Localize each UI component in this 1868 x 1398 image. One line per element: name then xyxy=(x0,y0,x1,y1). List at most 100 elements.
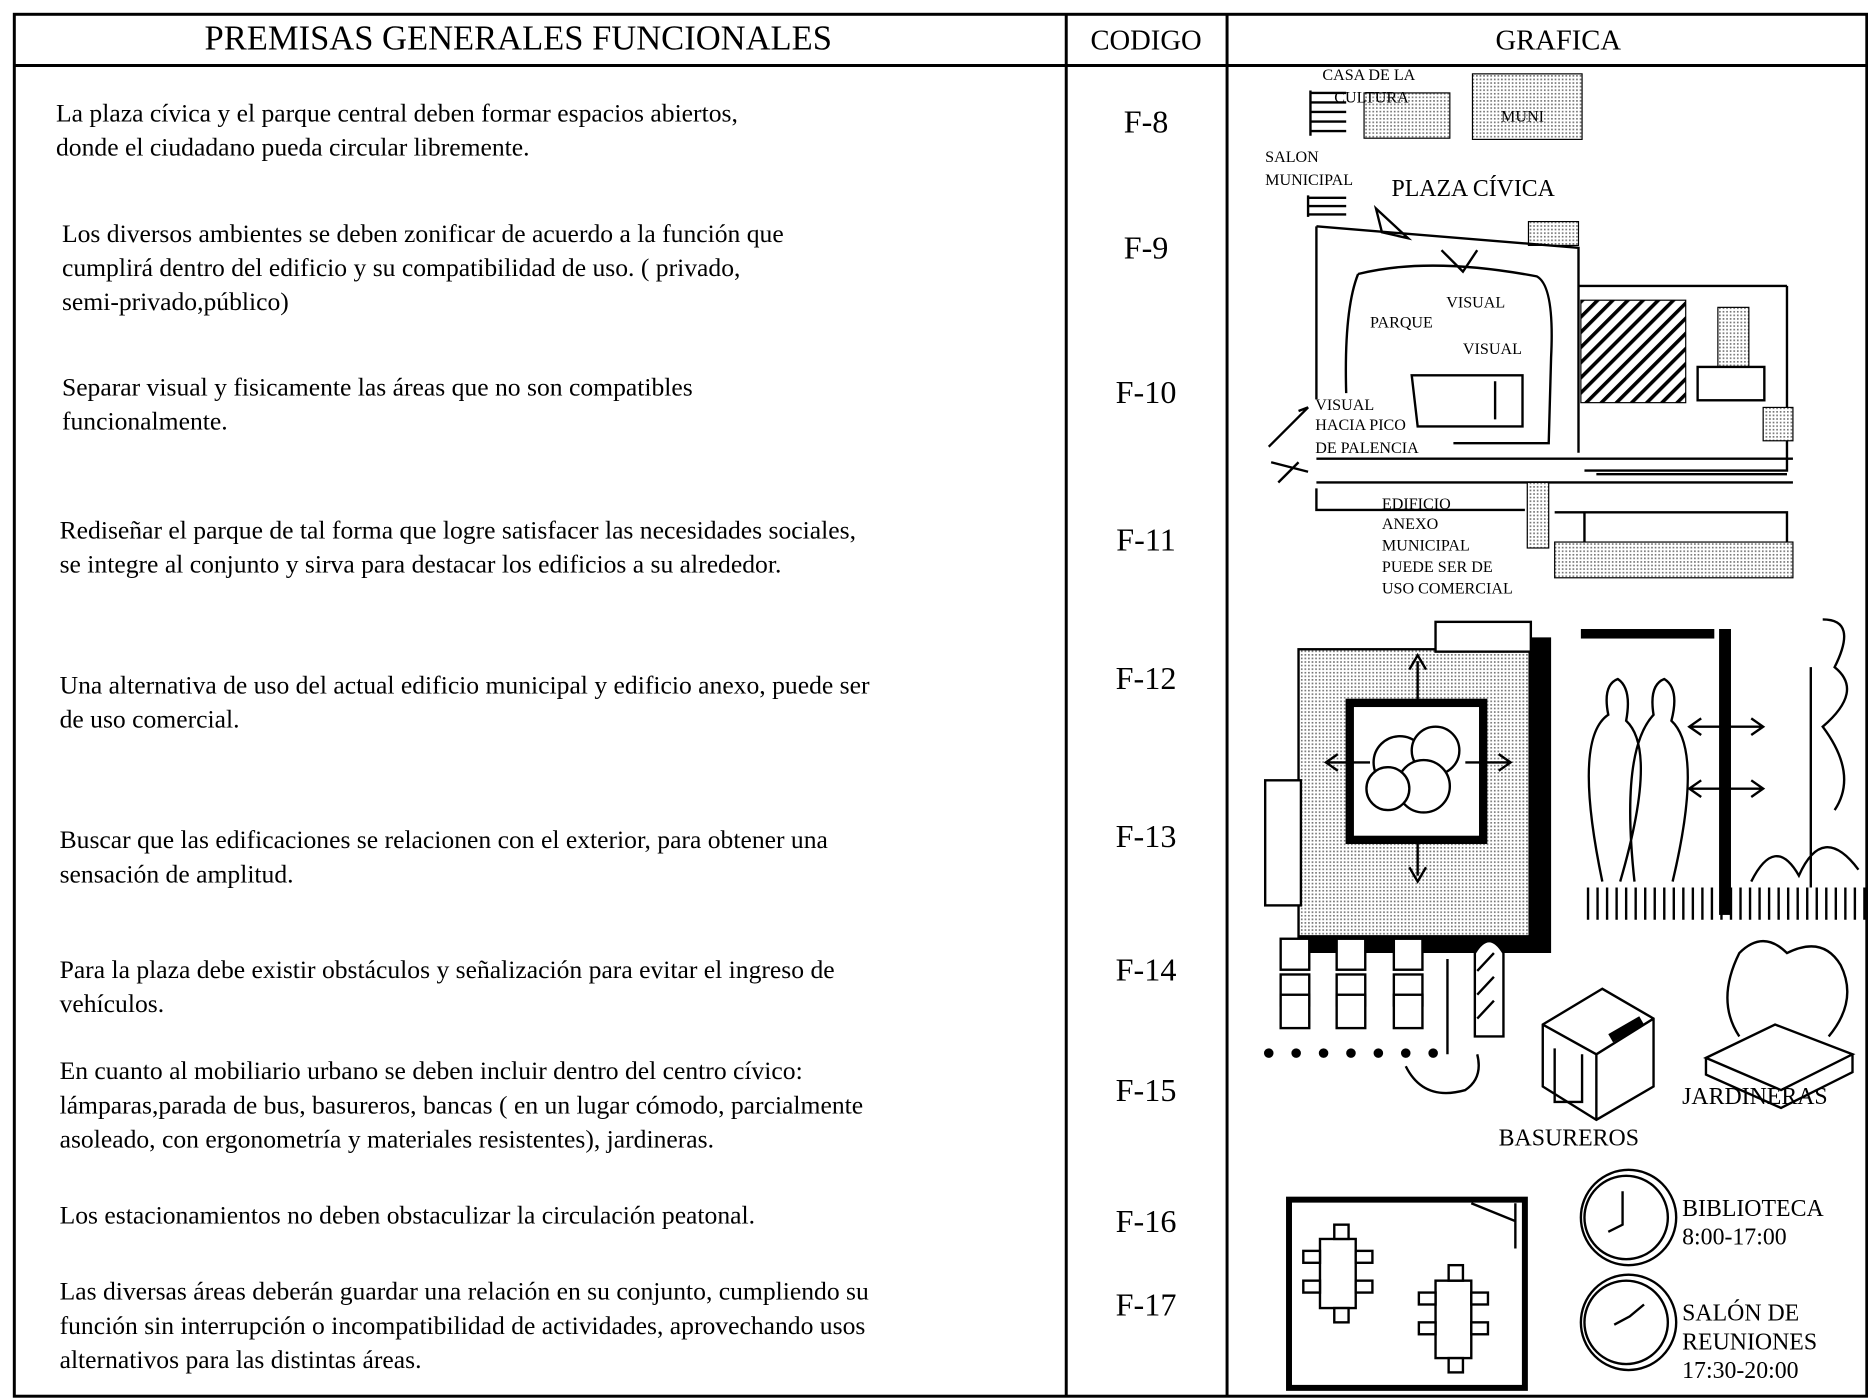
row-code: F-17 xyxy=(1116,1286,1177,1322)
line-art xyxy=(1434,1279,1473,1360)
line-art xyxy=(1470,1202,1517,1249)
header-grafica: GRAFICA xyxy=(1496,25,1622,56)
line-art xyxy=(1392,937,1424,971)
header-codigo: CODIGO xyxy=(1090,25,1201,56)
row-text: Rediseñar el parque de tal forma que log… xyxy=(60,515,856,544)
label: BASUREROS xyxy=(1499,1126,1639,1152)
line-art xyxy=(1703,1023,1856,1110)
label: USO COMERCIAL xyxy=(1382,580,1513,597)
row-text: La plaza cívica y el parque central debe… xyxy=(56,98,738,127)
line-art xyxy=(1279,993,1311,1030)
label: MUNICIPAL xyxy=(1382,537,1470,554)
label: CASA DE LA xyxy=(1322,67,1415,84)
label: MUNI xyxy=(1501,109,1544,126)
row-code: F-9 xyxy=(1124,230,1169,266)
label: DE PALENCIA xyxy=(1315,440,1419,457)
label: ANEXO xyxy=(1382,516,1438,533)
line-art xyxy=(1263,1048,1438,1058)
line-art xyxy=(1580,299,1687,404)
row-text: Los estacionamientos no deben obstaculiz… xyxy=(60,1200,755,1229)
line-art xyxy=(1750,618,1860,888)
graphic-drawings xyxy=(1263,73,1866,1391)
line-art xyxy=(1471,73,1583,140)
table-grid xyxy=(12,12,1868,1398)
line-art xyxy=(1344,264,1553,445)
label: PLAZA CÍVICA xyxy=(1391,176,1555,202)
line-art xyxy=(1354,1279,1374,1294)
row-code: F-10 xyxy=(1116,374,1177,410)
line-art xyxy=(1335,993,1367,1030)
line-art xyxy=(1428,1048,1438,1058)
line-art xyxy=(1607,1191,1645,1326)
line-art xyxy=(1447,1263,1465,1282)
label: MUNICIPAL xyxy=(1265,172,1353,189)
line-art xyxy=(1286,1196,1528,1391)
line-art xyxy=(1365,725,1461,814)
line-art xyxy=(1318,1237,1357,1310)
line-art xyxy=(1365,766,1411,812)
row-text: semi-privado,público) xyxy=(62,287,289,316)
line-art xyxy=(1554,541,1794,579)
row-text: Las diversas áreas deberán guardar una r… xyxy=(60,1277,869,1306)
row-text: asoleado, con ergonometría y materiales … xyxy=(60,1125,714,1154)
line-art xyxy=(1363,92,1451,139)
line-art xyxy=(1373,204,1479,274)
row-text: cumplirá dentro del edificio y su compat… xyxy=(62,253,740,282)
row-text: Para la plaza debe existir obstáculos y … xyxy=(60,955,835,984)
row-text: Los diversos ambientes se deben zonifica… xyxy=(62,219,784,248)
line-art xyxy=(1696,365,1766,402)
line-art xyxy=(1309,90,1347,136)
label: VISUAL xyxy=(1463,341,1522,358)
line-art xyxy=(1608,1016,1645,1043)
row-text: donde el ciudadano pueda circular librem… xyxy=(56,133,530,162)
line-art xyxy=(1333,1223,1350,1241)
label: SALON xyxy=(1265,149,1319,166)
row-text: alternativos para las distintas áreas. xyxy=(60,1345,422,1374)
line-art xyxy=(1526,481,1550,549)
row-code: F-16 xyxy=(1116,1203,1177,1239)
row-text: Buscar que las edificaciones se relacion… xyxy=(60,825,829,854)
line-art xyxy=(1553,1048,1584,1104)
line-art xyxy=(12,12,1868,1398)
row-code: F-12 xyxy=(1116,660,1177,696)
label: EDIFICIO xyxy=(1382,496,1451,513)
row-text: Una alternativa de uso del actual edific… xyxy=(60,670,870,699)
label: PUEDE SER DE xyxy=(1382,559,1493,576)
line-art xyxy=(1473,939,1505,1038)
line-art xyxy=(1302,1279,1322,1294)
line-art xyxy=(1302,1168,1678,1374)
line-art xyxy=(1315,225,1789,472)
line-art xyxy=(1470,1321,1490,1336)
label: BIBLIOTECA xyxy=(1682,1196,1824,1222)
line-art xyxy=(1719,629,1731,915)
label: CULTURA xyxy=(1334,90,1409,107)
row-code: F-13 xyxy=(1116,818,1177,854)
row-text: de uso comercial. xyxy=(60,704,240,733)
row-code: F-15 xyxy=(1116,1072,1177,1108)
row-code: F-11 xyxy=(1116,522,1176,558)
line-art xyxy=(1587,677,1689,882)
row-text: lámparas,parada de bus, basureros, banca… xyxy=(60,1090,864,1119)
label: PARQUE xyxy=(1370,315,1433,332)
row-text: En cuanto al mobiliario urbano se deben … xyxy=(60,1056,803,1085)
row-text: sensación de amplitud. xyxy=(60,859,294,888)
line-art xyxy=(1583,1279,1670,1366)
line-art xyxy=(1333,1306,1350,1324)
label: 17:30-20:00 xyxy=(1682,1358,1798,1384)
line-art xyxy=(1586,887,1866,920)
line-art xyxy=(1323,652,1513,884)
line-art xyxy=(1417,1321,1437,1336)
rows: La plaza cívica y el parque central debe… xyxy=(56,98,1176,1374)
label: HACIA PICO xyxy=(1315,417,1406,434)
line-art xyxy=(1373,1048,1384,1058)
row-code: F-14 xyxy=(1116,952,1177,988)
line-art xyxy=(1392,993,1424,1030)
row-code: F-8 xyxy=(1124,103,1169,139)
line-art xyxy=(1410,374,1524,428)
line-art xyxy=(1580,629,1715,639)
label: 8:00-17:00 xyxy=(1682,1224,1787,1250)
line-art xyxy=(1346,1048,1356,1058)
line-art xyxy=(1470,1291,1490,1306)
line-art xyxy=(1527,220,1580,247)
